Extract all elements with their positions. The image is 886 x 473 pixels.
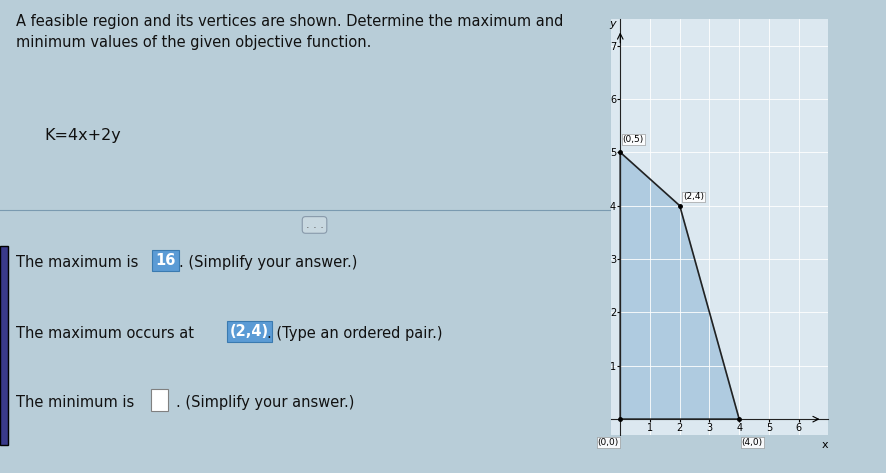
Polygon shape [620, 152, 739, 419]
Text: (4,0): (4,0) [742, 438, 763, 447]
Text: K=4x+2y: K=4x+2y [44, 128, 120, 143]
Text: . (Simplify your answer.): . (Simplify your answer.) [175, 395, 354, 410]
Text: x: x [822, 440, 828, 450]
Text: The maximum occurs at: The maximum occurs at [16, 326, 194, 342]
Text: (0,5): (0,5) [623, 135, 644, 144]
Text: (0,0): (0,0) [597, 438, 618, 447]
Text: . (Simplify your answer.): . (Simplify your answer.) [179, 255, 358, 271]
Text: A feasible region and its vertices are shown. Determine the maximum and
minimum : A feasible region and its vertices are s… [16, 14, 563, 50]
Text: (2,4): (2,4) [683, 193, 704, 201]
Text: The maximum is: The maximum is [16, 255, 138, 271]
Text: y: y [610, 19, 616, 29]
Text: . (Type an ordered pair.): . (Type an ordered pair.) [268, 326, 443, 342]
FancyBboxPatch shape [0, 246, 8, 445]
Text: (2,4): (2,4) [229, 324, 268, 339]
Text: The minimum is: The minimum is [16, 395, 134, 410]
Text: 16: 16 [155, 253, 175, 268]
Text: . . .: . . . [306, 220, 323, 230]
